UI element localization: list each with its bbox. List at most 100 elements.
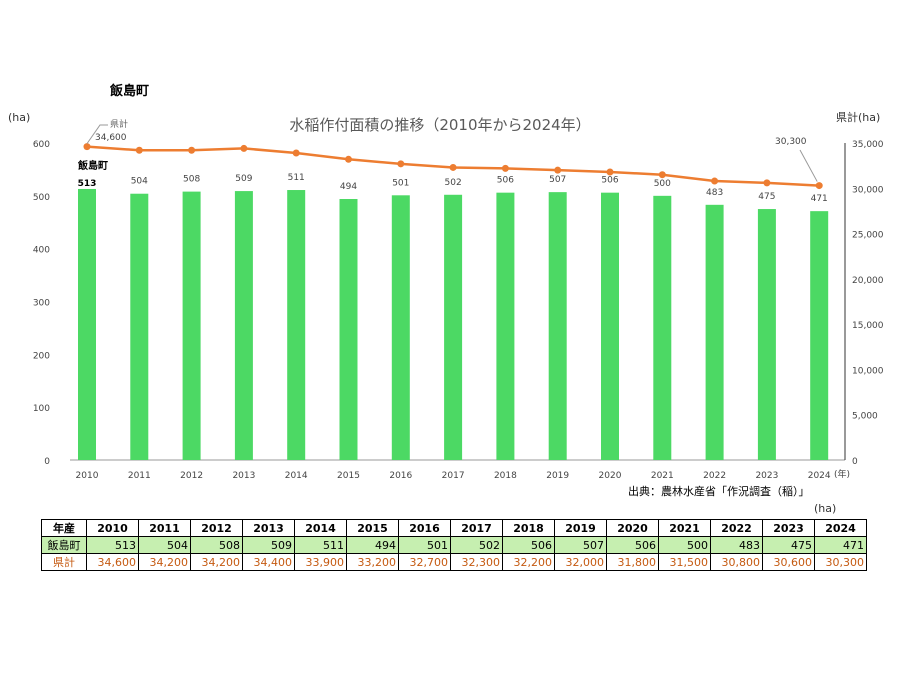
data-table: 年産 2010 2011 2012 2013 2014 2015 2016 2017 2018 20… xyxy=(41,519,867,571)
table-cell: 471 xyxy=(814,536,867,554)
table-cell: 506 xyxy=(606,536,659,554)
table-cell: 2013 xyxy=(242,519,295,537)
table-cell: 502 xyxy=(450,536,503,554)
bar-value-label: 494 xyxy=(340,182,357,192)
table-cell: 32,000 xyxy=(554,553,607,571)
line-point-2020 xyxy=(606,168,614,176)
table-cell: 501 xyxy=(398,536,451,554)
line-point-2010 xyxy=(83,143,91,151)
bar-2021 xyxy=(653,195,672,461)
left-tick-label: 300 xyxy=(33,299,50,309)
table-cell: 2014 xyxy=(294,519,347,537)
table-cell: 31,500 xyxy=(658,553,711,571)
bar-2012 xyxy=(182,191,201,460)
line-point-2017 xyxy=(449,163,457,171)
left-tick-label: 500 xyxy=(33,193,50,203)
left-tick-label: 600 xyxy=(33,140,50,150)
table-cell: 2021 xyxy=(658,519,711,537)
bar-value-label: 507 xyxy=(549,175,566,185)
table-cell: 31,800 xyxy=(606,553,659,571)
line-point-2014 xyxy=(292,149,300,157)
bar-value-label: 471 xyxy=(811,194,828,204)
bar-value-label: 508 xyxy=(183,175,200,185)
table-cell: 513 xyxy=(86,536,139,554)
right-tick-label: 15,000 xyxy=(852,321,884,331)
line-point-2012 xyxy=(188,146,196,154)
bar-value-label: 504 xyxy=(131,177,148,187)
table-cell: 2022 xyxy=(710,519,763,537)
table-cell: 2018 xyxy=(502,519,555,537)
line-point-2021 xyxy=(658,171,666,179)
right-tick-label: 10,000 xyxy=(852,366,884,376)
table-cell: 508 xyxy=(190,536,243,554)
table-cell: 30,800 xyxy=(710,553,763,571)
table-header-row: 年産 2010 2011 2012 2013 2014 2015 2016 2017 2018 20… xyxy=(41,519,867,537)
x-tick-label: 2021 xyxy=(651,471,674,481)
table-cell: 34,600 xyxy=(86,553,139,571)
x-tick-label: 2012 xyxy=(180,471,203,481)
bar-2024 xyxy=(810,211,829,460)
line-point-2022 xyxy=(711,177,719,185)
x-tick-label: 2024 xyxy=(808,471,831,481)
first-line-value-label: 34,600 xyxy=(95,133,127,143)
table-cell: 2016 xyxy=(398,519,451,537)
table-cell: 32,700 xyxy=(398,553,451,571)
table-cell: 30,300 xyxy=(814,553,867,571)
row-header: 年産 xyxy=(41,519,87,537)
chart-title: 水稲作付面積の推移（2010年から2024年） xyxy=(289,116,590,134)
line-point-2019 xyxy=(554,166,562,174)
bar-2014 xyxy=(287,190,306,460)
left-tick-label: 200 xyxy=(33,351,50,361)
bar-2011 xyxy=(130,193,149,460)
chart: 水稲作付面積の推移（2010年から2024年） (ha) 県計(ha) 0 100 200… xyxy=(8,110,884,498)
line-label-leader xyxy=(86,124,108,144)
bar-series-label: 飯島町 xyxy=(77,159,108,172)
bar-2013 xyxy=(234,191,253,460)
table-cell: 2012 xyxy=(190,519,243,537)
table-row-prefecture: 県計 34,600 34,200 34,200 34,400 33,900 33,200 32… xyxy=(41,553,867,571)
table-cell: 511 xyxy=(294,536,347,554)
bar-2015 xyxy=(339,199,358,460)
x-tick-label: 2015 xyxy=(337,471,360,481)
line-point-2015 xyxy=(345,155,352,163)
table-cell: 509 xyxy=(242,536,295,554)
right-tick-label: 5,000 xyxy=(852,412,878,422)
x-tick-label: 2017 xyxy=(442,471,465,481)
table-cell: 32,300 xyxy=(450,553,503,571)
table-cell: 2019 xyxy=(554,519,607,537)
row-header: 県計 xyxy=(41,553,87,571)
right-axis-unit: 県計(ha) xyxy=(836,110,880,124)
table-cell: 34,200 xyxy=(190,553,243,571)
table-cell: 33,200 xyxy=(346,553,399,571)
row-header: 飯島町 xyxy=(41,536,87,554)
line-point-2023 xyxy=(763,179,771,187)
table-cell: 2020 xyxy=(606,519,659,537)
table-cell: 504 xyxy=(138,536,191,554)
bar-2018 xyxy=(496,192,515,460)
bar-value-label: 506 xyxy=(497,176,514,186)
line-point-2011 xyxy=(135,146,143,154)
left-tick-label: 100 xyxy=(33,404,50,414)
table-cell: 34,200 xyxy=(138,553,191,571)
right-tick-label: 25,000 xyxy=(852,231,884,241)
table-unit: (ha) xyxy=(814,502,837,515)
x-tick-label: 2023 xyxy=(755,471,778,481)
x-tick-label: 2013 xyxy=(232,471,255,481)
line-point-2013 xyxy=(240,144,248,152)
table-cell: 32,200 xyxy=(502,553,555,571)
table-cell: 2010 xyxy=(86,519,139,537)
table-cell: 2011 xyxy=(138,519,191,537)
table-cell: 2015 xyxy=(346,519,399,537)
right-tick-label: 0 xyxy=(852,457,858,467)
x-tick-label: 2010 xyxy=(76,471,99,481)
town-heading: 飯島町 xyxy=(110,84,150,99)
table-cell: 34,400 xyxy=(242,553,295,571)
left-tick-label: 400 xyxy=(33,246,50,256)
table-cell: 2017 xyxy=(450,519,503,537)
table-cell: 507 xyxy=(554,536,607,554)
line-series-label: 県計 xyxy=(110,118,128,130)
bar-value-label: 483 xyxy=(706,188,723,198)
table-cell: 33,900 xyxy=(294,553,347,571)
left-tick-label: 0 xyxy=(44,457,50,467)
bar-value-label: 475 xyxy=(758,192,775,202)
